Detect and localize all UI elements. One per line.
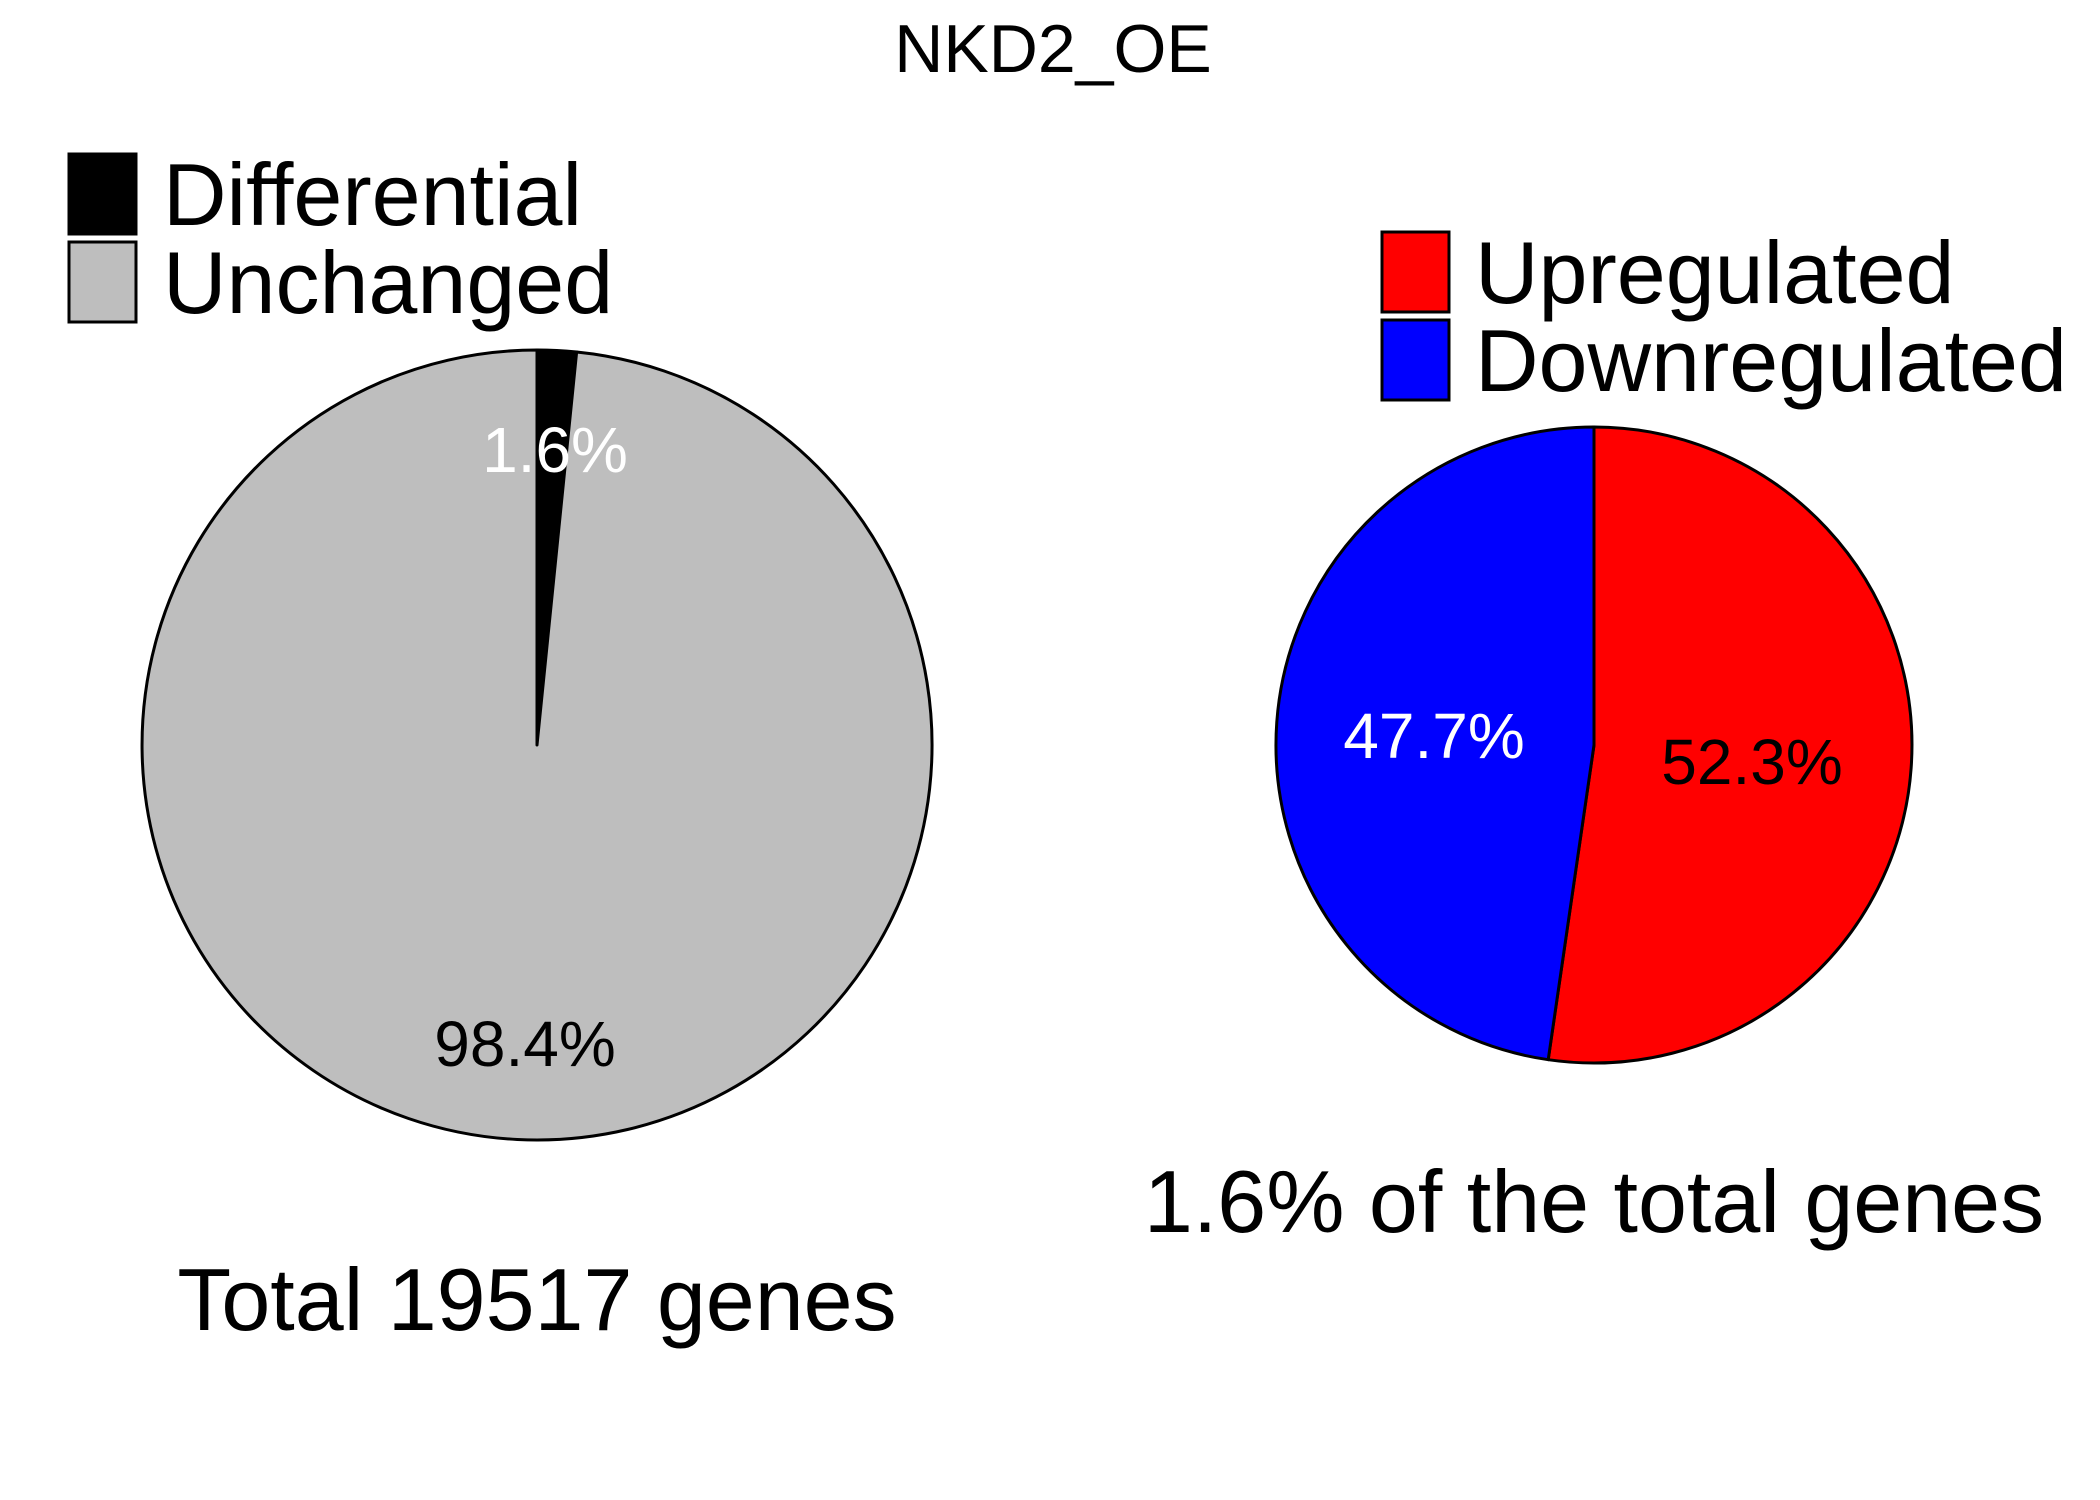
slice-upregulated [1546,425,1914,1065]
figure-title: NKD2_OE [894,11,1211,87]
pie-labels-right: 52.3% 47.7% [1343,700,1842,798]
legend-differential: Differential Unchanged [67,145,613,332]
legend-label-downregulated: Downregulated [1475,311,2067,410]
legend-swatch-upregulated [1380,230,1451,314]
slice-downregulated [1274,425,1596,1062]
slice-label-upregulated: 52.3% [1661,726,1842,798]
slice-label-differential: 1.6% [482,414,628,486]
pie-slices-right [1274,425,1914,1065]
legend-regulation: Upregulated Downregulated [1380,223,2067,410]
legend-label-unchanged: Unchanged [163,233,613,332]
caption-total-genes: Total 19517 genes [177,1250,896,1349]
legend-swatch-downregulated [1380,318,1451,402]
pie-labels-left: 1.6% 98.4% [434,414,628,1080]
pie-chart-regulation: Upregulated Downregulated 52.3% 47.7% 1.… [1144,223,2067,1251]
legend-swatch-differential [67,152,138,236]
legend-label-differential: Differential [163,145,582,244]
slice-unchanged [140,348,934,1142]
caption-percent-of-total: 1.6% of the total genes [1144,1152,2044,1251]
slice-label-unchanged: 98.4% [434,1008,615,1080]
legend-label-upregulated: Upregulated [1475,223,1954,322]
slice-label-downregulated: 47.7% [1343,700,1524,772]
pie-chart-differential: Differential Unchanged 1.6% 98.4% Total … [67,145,934,1349]
pie-slices-left [140,348,934,1142]
legend-swatch-unchanged [67,240,138,324]
